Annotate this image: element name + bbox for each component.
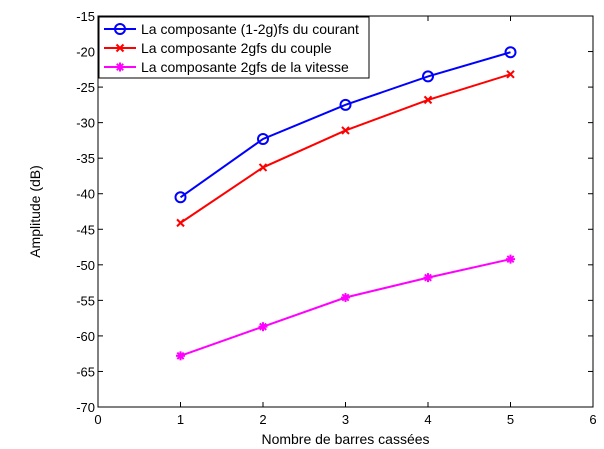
y-tick-label: -30 (76, 116, 95, 131)
series-line (179, 51, 511, 199)
data-point (258, 163, 268, 172)
x-tick-label: 4 (424, 412, 431, 427)
series-2 (176, 70, 515, 228)
axis-ticks: 0 1 2 3 4 5 6 -70 -65 -60 -55 -50 -45 -40 -35 -30 -25 -20… (76, 9, 596, 427)
y-tick-label: -55 (76, 293, 95, 308)
data-point (258, 322, 268, 332)
legend-marker (114, 23, 126, 35)
y-tick-label: -15 (76, 9, 95, 24)
y-tick-label: -35 (76, 151, 95, 166)
legend-marker (115, 62, 125, 72)
data-point (257, 132, 269, 145)
y-tick-label: -45 (76, 222, 95, 237)
legend-label: La composante 2gfs du couple (141, 40, 332, 56)
data-point (423, 95, 433, 105)
legend-item: La composante (1-2g)fs du courant (104, 21, 359, 37)
x-tick-label: 3 (342, 412, 349, 427)
data-point (176, 218, 185, 228)
data-point (504, 46, 517, 59)
x-tick-label: 5 (507, 412, 514, 427)
data-point (176, 351, 185, 361)
data-point (422, 70, 434, 83)
y-tick-label: -50 (76, 258, 95, 273)
data-point (423, 273, 433, 283)
y-tick-label: -70 (76, 400, 95, 415)
data-point (341, 126, 350, 135)
legend-label: La composante (1-2g)fs du courant (141, 21, 359, 37)
series-3 (176, 254, 515, 361)
x-axis-title: Nombre de barres cassées (261, 431, 429, 447)
x-tick-label: 0 (94, 412, 101, 427)
data-point (174, 191, 187, 204)
y-tick-label: -65 (76, 364, 95, 379)
data-point (341, 293, 350, 303)
legend-label: La composante 2gfs de la vitesse (141, 59, 349, 75)
y-tick-label: -20 (76, 45, 95, 60)
data-point (506, 70, 515, 79)
series-1 (174, 46, 517, 204)
legend-box (98, 16, 370, 79)
legend: La composante (1-2g)fs du courant La comp… (98, 16, 370, 79)
data-point (339, 98, 352, 111)
legend-item: La composante 2gfs du couple (104, 40, 332, 56)
y-tick-label: -40 (76, 187, 95, 202)
data-series (174, 46, 517, 361)
y-axis-title: Amplitude (dB) (27, 165, 43, 258)
y-tick-label: -60 (76, 329, 95, 344)
y-tick-label: -25 (76, 80, 95, 95)
x-tick-label: 6 (589, 412, 596, 427)
legend-item: La composante 2gfs de la vitesse (104, 59, 349, 75)
x-tick-label: 1 (177, 412, 184, 427)
plot-area (97, 15, 594, 408)
x-tick-label: 2 (259, 412, 266, 427)
legend-marker (115, 43, 125, 53)
data-point (506, 254, 515, 264)
